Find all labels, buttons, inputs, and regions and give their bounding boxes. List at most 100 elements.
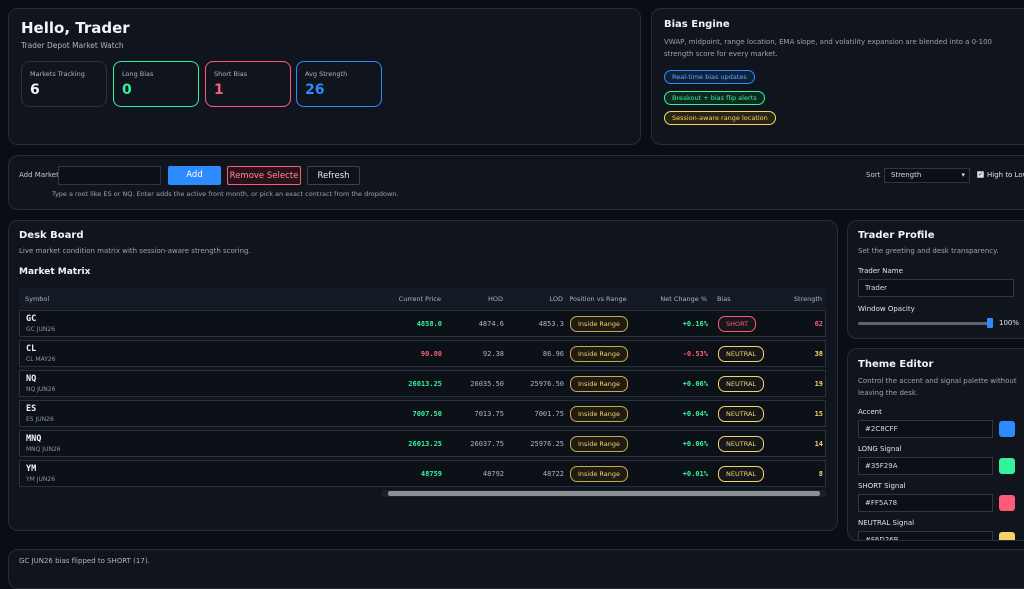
status-panel	[8, 549, 1024, 589]
column-header: Symbol	[25, 294, 50, 303]
cell: GC GC JUN26	[26, 311, 356, 336]
cell: 26013.25	[356, 371, 442, 396]
change: -0.53%	[682, 349, 708, 358]
cell: NEUTRAL	[718, 461, 778, 486]
table-header: Symbol Current Price HOD LOD Position vs Ran…	[19, 288, 826, 309]
cell: +0.04%	[634, 401, 708, 426]
price: 7007.50	[412, 409, 442, 418]
hod: 4874.6	[478, 319, 504, 328]
market-row[interactable]: ES ES JUN26 7007.50 7013.75 7001.75 Inside Ra…	[19, 400, 826, 427]
cell: Inside Range	[564, 401, 634, 426]
color-input[interactable]: #35F29A	[858, 457, 993, 475]
field-label: NEUTRAL Signal	[858, 519, 915, 527]
cell: 48759	[356, 461, 442, 486]
position-pill: Inside Range	[569, 345, 629, 362]
symbol: YM	[26, 464, 37, 474]
feature-tag: Real-time bias updates	[664, 70, 755, 84]
color-swatch[interactable]	[999, 458, 1015, 474]
cell: Inside Range	[564, 311, 634, 336]
market-row[interactable]: NQ NQ JUN26 26013.25 26035.50 25976.50 Inside…	[19, 370, 826, 397]
color-swatch[interactable]	[999, 421, 1015, 437]
cell: 86.96	[504, 341, 564, 366]
lod: 86.96	[542, 349, 564, 358]
feature-tag: Session-aware range location	[664, 111, 776, 125]
theme-panel: Theme Editor Control the accent and signa…	[847, 348, 1024, 541]
market-row[interactable]: CL CL MAY26 90.80 92.38 86.96 Inside Range -0.…	[19, 340, 826, 367]
panel-subtitle: Control the accent and signal palette wi…	[858, 377, 1017, 397]
opacity-slider[interactable]	[858, 322, 992, 325]
price: 90.80	[420, 349, 442, 358]
subtitle: Trader Depot Market Watch	[21, 41, 124, 50]
color-swatch[interactable]	[999, 495, 1015, 511]
symbol: CL	[26, 344, 37, 354]
lod: 4853.3	[538, 319, 564, 328]
change: +0.06%	[682, 379, 708, 388]
remove-button[interactable]: Remove Selecte	[227, 166, 301, 185]
lod: 48722	[542, 469, 564, 478]
order-checkbox[interactable]: ✓	[977, 171, 984, 178]
contract: MNQ JUN26	[26, 446, 61, 453]
greeting: Hello, Trader	[21, 19, 130, 37]
column-header: Current Price	[398, 294, 441, 303]
market-row[interactable]: GC GC JUN26 4858.0 4874.6 4853.3 Inside Range…	[19, 310, 826, 337]
cell: 26013.25	[356, 431, 442, 456]
strength: 62	[814, 319, 823, 328]
strength: 14	[814, 439, 823, 448]
cell: NEUTRAL	[718, 341, 778, 366]
bias-pill: NEUTRAL	[718, 345, 765, 362]
position-pill: Inside Range	[569, 375, 629, 392]
cell: 4858.0	[356, 311, 442, 336]
cell: 4853.3	[504, 311, 564, 336]
color-input[interactable]: #2C8CFF	[858, 420, 993, 438]
hod: 92.38	[482, 349, 504, 358]
cell: Inside Range	[564, 431, 634, 456]
column-header: HOD	[487, 294, 503, 303]
cell: NEUTRAL	[718, 371, 778, 396]
cell: 14	[778, 431, 823, 456]
column-header: LOD	[549, 294, 563, 303]
scroll-thumb[interactable]	[388, 491, 820, 496]
price: 26013.25	[408, 379, 442, 388]
cell: NEUTRAL	[718, 401, 778, 426]
color-swatch[interactable]	[999, 532, 1015, 540]
field-label: SHORT Signal	[858, 482, 906, 490]
sort-select[interactable]: Strength ▾	[884, 168, 970, 183]
field-label: Window Opacity	[858, 305, 915, 313]
change: +0.16%	[682, 319, 708, 328]
bias-pill: NEUTRAL	[718, 435, 765, 452]
cell: 7007.50	[356, 401, 442, 426]
slider-thumb[interactable]	[987, 318, 993, 328]
symbol: MNQ	[26, 434, 42, 444]
column-header: Position vs Range	[569, 294, 627, 303]
market-row[interactable]: YM YM JUN26 48759 48792 48722 Inside Range +0.…	[19, 460, 826, 487]
stat-label: Markets Tracking	[30, 70, 85, 78]
cell: 38	[778, 341, 823, 366]
scrollbar[interactable]	[382, 490, 826, 497]
add-button[interactable]: Add	[168, 166, 221, 185]
market-input[interactable]	[58, 166, 161, 185]
status-text: GC JUN26 bias flipped to SHORT (17).	[19, 557, 150, 565]
symbol: NQ	[26, 374, 37, 384]
panel-title: Bias Engine	[664, 19, 730, 30]
cell: 92.38	[442, 341, 504, 366]
stat-label: Long Bias	[122, 70, 154, 78]
cell: +0.06%	[634, 431, 708, 456]
name-input[interactable]: Trader	[858, 279, 1014, 297]
strength: 38	[814, 349, 823, 358]
cell: SHORT	[718, 311, 778, 336]
contract: ES JUN26	[26, 416, 54, 423]
page: Hello, Trader Trader Depot Market Watch …	[8, 8, 1024, 589]
stat-value: 1	[214, 82, 224, 98]
bias-pill: NEUTRAL	[718, 375, 765, 392]
refresh-button[interactable]: Refresh	[307, 166, 360, 185]
market-row[interactable]: MNQ MNQ JUN26 26013.25 26037.75 25976.25 Insi…	[19, 430, 826, 457]
color-input[interactable]: #FF5A78	[858, 494, 993, 512]
lod: 25976.25	[530, 439, 564, 448]
hod: 7013.75	[474, 409, 504, 418]
cell: 19	[778, 371, 823, 396]
cell: 25976.25	[504, 431, 564, 456]
order-label: High to Low	[987, 171, 1024, 179]
cell: 7013.75	[442, 401, 504, 426]
strength: 15	[814, 409, 823, 418]
color-input[interactable]: #F6D26B	[858, 531, 993, 540]
